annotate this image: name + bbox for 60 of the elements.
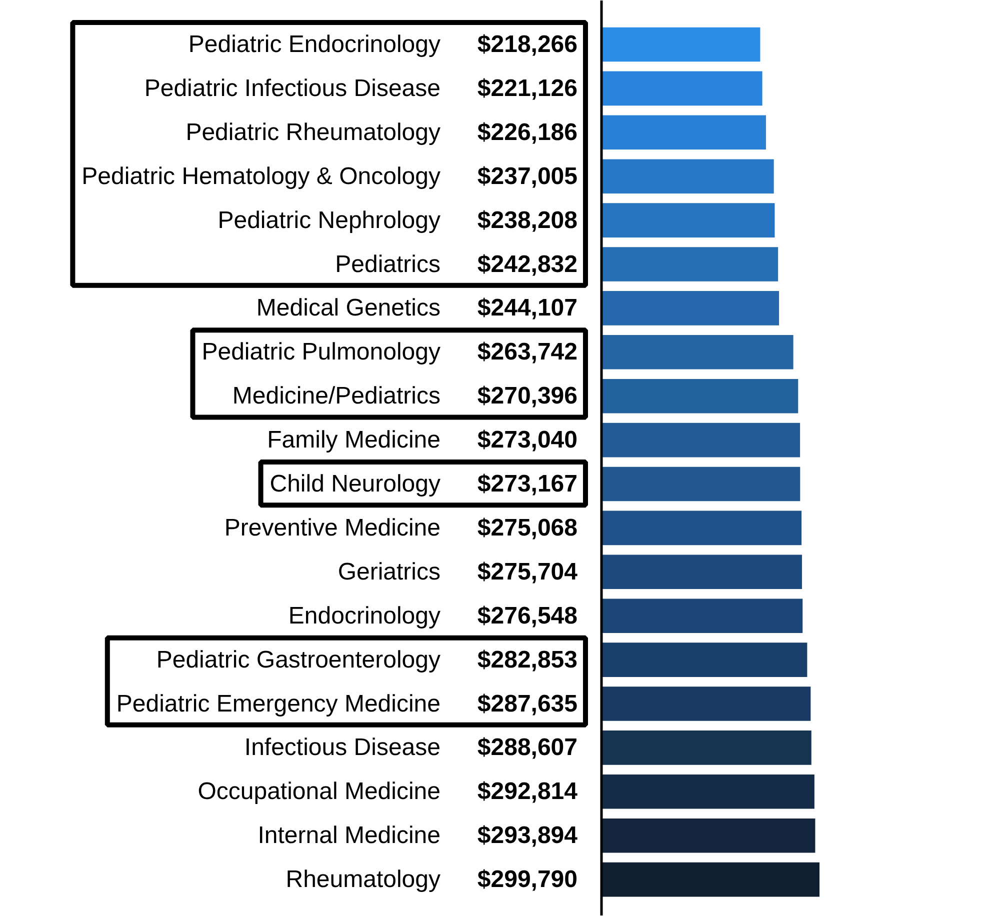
data-label: $282,853 bbox=[477, 646, 578, 674]
data-label: $263,742 bbox=[477, 338, 578, 366]
y-tick-label: Pediatric Infectious Disease bbox=[144, 74, 441, 102]
data-label: $288,607 bbox=[477, 734, 578, 762]
bar bbox=[602, 730, 812, 765]
data-label: $292,814 bbox=[477, 778, 578, 806]
data-label: $244,107 bbox=[477, 294, 578, 322]
data-label: $293,894 bbox=[477, 822, 578, 850]
y-tick-label: Family Medicine bbox=[267, 426, 441, 454]
y-tick-label: Pediatric Nephrology bbox=[218, 206, 441, 234]
bar bbox=[602, 203, 775, 238]
y-tick-label: Pediatric Emergency Medicine bbox=[116, 690, 440, 718]
y-tick-label: Pediatric Pulmonology bbox=[202, 338, 441, 366]
bar bbox=[602, 774, 814, 809]
bar bbox=[602, 159, 774, 194]
y-tick-label: Child Neurology bbox=[270, 470, 441, 498]
y-tick-label: Geriatrics bbox=[338, 558, 441, 586]
bar bbox=[602, 422, 800, 458]
data-label: $275,068 bbox=[477, 514, 578, 542]
bar bbox=[602, 686, 811, 721]
bar bbox=[602, 335, 794, 370]
y-tick-label: Rheumatology bbox=[286, 866, 441, 894]
bar bbox=[602, 862, 820, 897]
bar bbox=[602, 247, 778, 282]
data-label: $299,790 bbox=[477, 866, 578, 894]
bar bbox=[602, 378, 798, 414]
data-label: $275,704 bbox=[477, 558, 578, 586]
y-tick-label: Pediatric Rheumatology bbox=[186, 118, 441, 146]
bar bbox=[602, 598, 803, 633]
y-tick-label: Pediatric Gastroenterology bbox=[156, 646, 441, 674]
data-label: $276,548 bbox=[477, 602, 578, 630]
data-label: $270,396 bbox=[477, 382, 578, 410]
y-tick-label: Pediatric Hematology & Oncology bbox=[82, 162, 441, 190]
bar bbox=[602, 291, 780, 326]
bar bbox=[602, 71, 762, 106]
data-label: $237,005 bbox=[477, 162, 578, 190]
bar bbox=[602, 554, 802, 590]
data-label: $273,167 bbox=[477, 470, 578, 498]
y-tick-label: Internal Medicine bbox=[258, 822, 440, 850]
data-label: $218,266 bbox=[477, 31, 578, 58]
bar bbox=[602, 466, 800, 502]
bar bbox=[602, 642, 808, 677]
y-tick-label: Pediatrics bbox=[335, 250, 440, 278]
y-tick-label: Pediatric Endocrinology bbox=[188, 31, 440, 58]
y-tick-label: Medicine/Pediatrics bbox=[232, 382, 441, 410]
data-label: $273,040 bbox=[477, 426, 578, 454]
y-tick-label: Medical Genetics bbox=[256, 294, 440, 322]
bar bbox=[602, 27, 760, 62]
data-label: $226,186 bbox=[477, 118, 578, 146]
y-tick-label: Infectious Disease bbox=[244, 734, 441, 762]
data-label: $238,208 bbox=[477, 206, 578, 234]
y-tick-label: Occupational Medicine bbox=[198, 778, 441, 806]
data-label: $287,635 bbox=[477, 690, 578, 718]
bar bbox=[602, 818, 816, 853]
y-tick-label: Preventive Medicine bbox=[224, 514, 441, 542]
bar bbox=[602, 115, 766, 150]
bar bbox=[602, 510, 802, 546]
y-tick-label: Endocrinology bbox=[288, 602, 441, 630]
data-label: $221,126 bbox=[477, 74, 578, 102]
data-label: $242,832 bbox=[477, 250, 578, 278]
